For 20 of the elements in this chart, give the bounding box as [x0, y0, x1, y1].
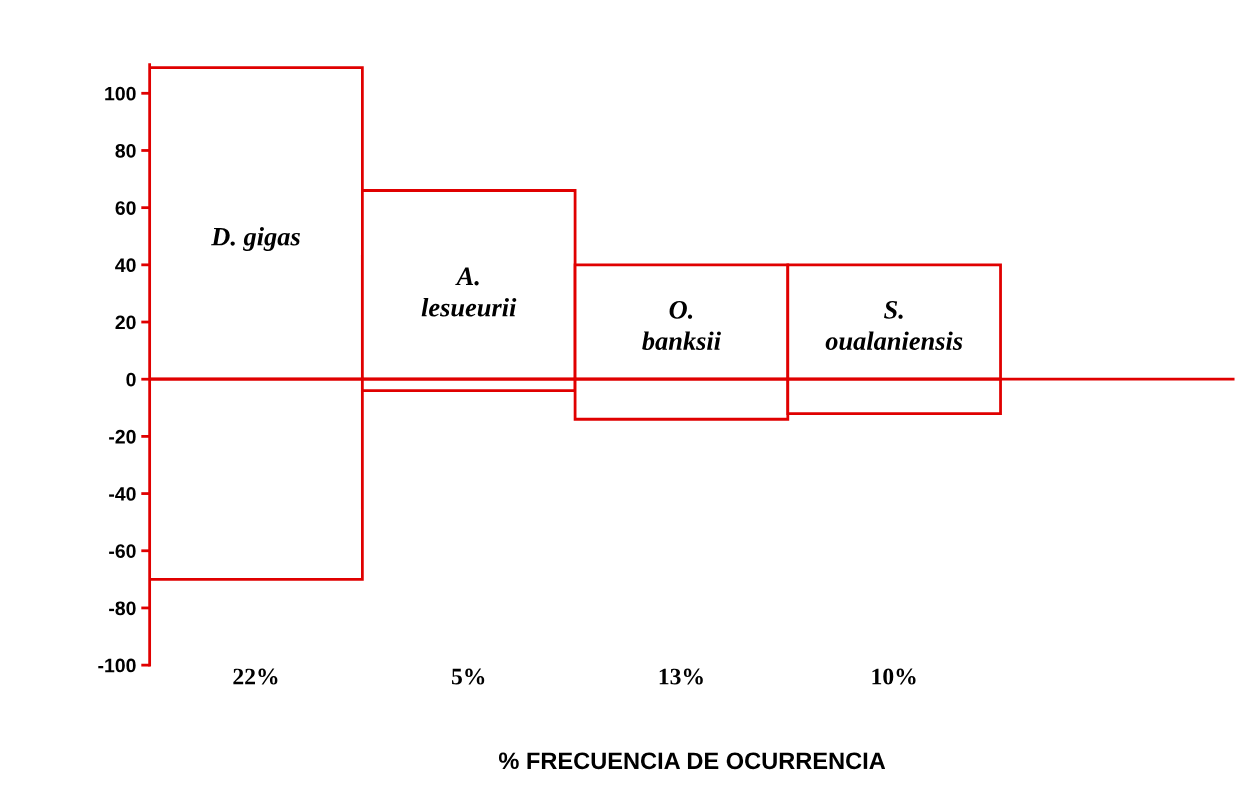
y-tick-label: 100 — [105, 86, 136, 101]
y-tick-label: -100 — [98, 658, 136, 673]
y-tick-label: 20 — [115, 315, 136, 330]
y-tick-label: -40 — [109, 487, 136, 501]
y-tick-label: 80 — [115, 143, 136, 158]
y-tick-label: 60 — [115, 201, 136, 215]
y-tick-label: -60 — [109, 544, 136, 558]
annotation: D. gigas — [211, 227, 300, 251]
x-axis-title: % FRECUENCIA DE OCURRENCIA — [498, 752, 886, 770]
x-tick-label: 13% — [659, 668, 703, 685]
annotation: S. oualaniensis — [825, 300, 963, 351]
annotation: A. lesueurii — [421, 267, 517, 317]
y-tick-label: -80 — [109, 601, 136, 616]
y-tick-label: 40 — [115, 258, 136, 273]
y-tick-label: -20 — [109, 429, 136, 444]
x-tick-label: 10% — [872, 668, 916, 685]
x-tick-label: 5% — [451, 668, 485, 685]
annotation: O. banksii — [642, 300, 721, 351]
y-tick-label: 0 — [126, 372, 136, 387]
x-tick-label: 22% — [233, 668, 278, 685]
